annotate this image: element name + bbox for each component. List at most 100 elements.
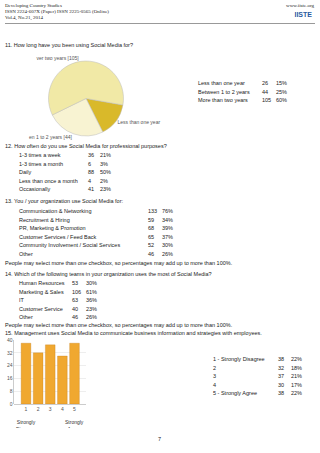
html-text:26: 26 <box>262 80 269 86</box>
html-text:2%: 2% <box>100 177 108 184</box>
html-text:60%: 60% <box>276 97 287 104</box>
html-text:59: 59 <box>148 216 155 223</box>
html-text:26%: 26% <box>86 314 97 321</box>
html-text:65: 65 <box>148 233 155 240</box>
html-text:44: 44 <box>262 88 269 95</box>
svg-text:StronglyAgree: StronglyAgree <box>65 419 84 428</box>
svg-text:32: 32 <box>7 350 13 356</box>
html-text:37: 37 <box>278 373 285 380</box>
html-text:76%: 76% <box>162 208 173 214</box>
html-text:Vol.4, No.21, 2014: Vol.4, No.21, 2014 <box>5 15 43 20</box>
html-text:15. Management uses Social Med: 15. Management uses Social Media to comm… <box>5 330 262 336</box>
html-text:53: 53 <box>72 280 79 286</box>
html-text:3: 3 <box>213 373 217 380</box>
html-text:More than two years: More than two years <box>198 97 248 104</box>
html-text:52: 52 <box>148 242 155 249</box>
html-text:IISTE: IISTE <box>294 11 312 18</box>
svg-text:2: 2 <box>37 406 40 412</box>
html-text:39%: 39% <box>162 225 173 232</box>
html-text:1 - Strongly Disagree: 1 - Strongly Disagree <box>213 356 265 362</box>
svg-text:StronglyDisagree: StronglyDisagree <box>16 419 36 428</box>
html-text:3%: 3% <box>100 160 108 167</box>
html-text:30%: 30% <box>86 280 97 286</box>
html-text:21%: 21% <box>100 152 111 158</box>
html-text:Customer Services / Feed Back: Customer Services / Feed Back <box>19 233 97 240</box>
html-text:ISSN 2224-607X (Paper) ISSN 22: ISSN 2224-607X (Paper) ISSN 2225-0565 (O… <box>5 9 109 14</box>
html-text:32: 32 <box>278 364 285 371</box>
html-text:38: 38 <box>278 390 285 397</box>
html-text:46: 46 <box>72 314 79 321</box>
html-text:36: 36 <box>88 152 95 158</box>
html-text:30: 30 <box>278 381 285 388</box>
svg-text:40: 40 <box>7 337 13 343</box>
svg-text:ver two years [105]: ver two years [105] <box>36 55 79 61</box>
html-text:11. How long have you been usi: 11. How long have you been using Social … <box>5 42 133 48</box>
html-text:50%: 50% <box>100 169 111 176</box>
html-text:People may select more than on: People may select more than one checkbox… <box>5 322 233 328</box>
html-text:34%: 34% <box>162 216 173 223</box>
svg-text:Less than one year: Less than one year <box>118 119 161 125</box>
html-text:37%: 37% <box>162 233 173 240</box>
html-text:Marketing & Sales: Marketing & Sales <box>19 288 64 295</box>
html-text:15%: 15% <box>276 80 287 86</box>
html-text:133: 133 <box>148 208 158 214</box>
html-text:2: 2 <box>213 364 217 371</box>
svg-text:24: 24 <box>7 362 13 368</box>
svg-text:8: 8 <box>10 388 13 394</box>
html-text:41: 41 <box>88 186 95 193</box>
svg-text:0: 0 <box>10 401 13 407</box>
html-text:68: 68 <box>148 225 155 232</box>
html-text:30%: 30% <box>162 242 173 249</box>
html-text:23%: 23% <box>100 186 111 193</box>
html-text:21%: 21% <box>291 373 302 380</box>
svg-text:1: 1 <box>25 406 28 412</box>
svg-text:4: 4 <box>61 406 64 412</box>
html-text:Other: Other <box>19 251 33 257</box>
html-text:Less than one year: Less than one year <box>198 80 245 86</box>
html-text:Developing Country Studies: Developing Country Studies <box>5 3 62 8</box>
html-text:22%: 22% <box>291 390 302 397</box>
html-text:25%: 25% <box>276 88 287 95</box>
svg-text:16: 16 <box>7 375 13 381</box>
html-text:Daily: Daily <box>19 169 32 176</box>
html-text:105: 105 <box>262 97 272 104</box>
html-text:26%: 26% <box>162 251 173 257</box>
html-text:4: 4 <box>88 177 92 184</box>
html-text:Community Involvement / Social: Community Involvement / Social Services <box>19 242 121 249</box>
svg-text:en 1 to 2 years [44]: en 1 to 2 years [44] <box>29 134 72 140</box>
svg-text:5: 5 <box>73 406 76 412</box>
html-text:Communication & Networking: Communication & Networking <box>19 208 92 214</box>
html-text:People may select more than on: People may select more than one checkbox… <box>5 260 233 266</box>
svg-text:3: 3 <box>49 406 52 412</box>
html-text:Occasionally: Occasionally <box>19 186 51 193</box>
html-text:14. Which of the following tea: 14. Which of the following teams in your… <box>5 271 212 277</box>
html-text:23%: 23% <box>86 305 97 312</box>
html-text:PR, Marketing & Promotion: PR, Marketing & Promotion <box>19 225 86 232</box>
html-text:1-3 times a month: 1-3 times a month <box>19 160 63 167</box>
html-text:Between 1 to 2 years: Between 1 to 2 years <box>198 88 250 95</box>
html-text:Less than once a month: Less than once a month <box>19 177 78 184</box>
html-text:Human Resources: Human Resources <box>19 280 65 286</box>
html-text:Other: Other <box>19 314 33 321</box>
html-text:17%: 17% <box>291 381 302 388</box>
html-text:1-3 times a week: 1-3 times a week <box>19 152 61 158</box>
html-text:106: 106 <box>72 288 82 295</box>
html-text:63: 63 <box>72 297 79 304</box>
html-text:IT: IT <box>19 297 24 304</box>
html-text:40: 40 <box>72 305 79 312</box>
html-text:46: 46 <box>148 251 155 257</box>
html-text:88: 88 <box>88 169 95 176</box>
html-text:36%: 36% <box>86 297 97 304</box>
html-text:Recruitment & Hiring: Recruitment & Hiring <box>19 216 70 223</box>
html-text:12. How often do you use Socia: 12. How often do you use Social Media fo… <box>5 143 167 149</box>
html-text:6: 6 <box>88 160 92 167</box>
html-text:4: 4 <box>213 381 217 388</box>
html-text:18%: 18% <box>291 364 302 371</box>
html-text:13. You / your organization us: 13. You / your organization use Social M… <box>5 198 123 204</box>
html-text:Customer Service: Customer Service <box>19 305 63 312</box>
html-text:www.iiste.org: www.iiste.org <box>286 3 314 8</box>
html-text:5 - Strongly Agree: 5 - Strongly Agree <box>213 390 257 397</box>
html-text:61%: 61% <box>86 288 97 295</box>
html-text:22%: 22% <box>291 356 302 362</box>
html-text:38: 38 <box>278 356 285 362</box>
